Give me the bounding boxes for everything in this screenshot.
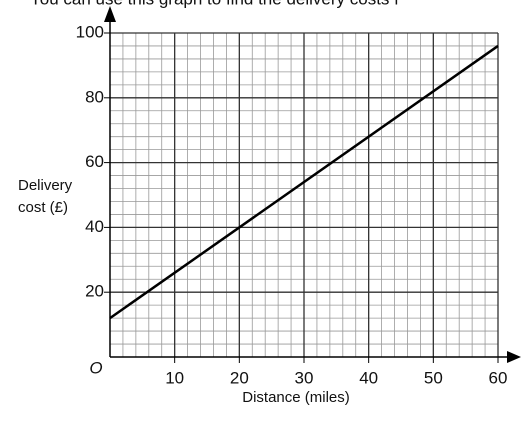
x-tick-label: 40: [359, 368, 378, 387]
x-axis-arrow: [507, 351, 521, 363]
y-tick-label: 40: [85, 217, 104, 236]
y-tick-label: 100: [76, 22, 104, 41]
x-tick-label: 10: [165, 368, 184, 387]
origin-label: O: [89, 358, 102, 377]
y-tick-label: 60: [85, 152, 104, 171]
x-tick-label: 50: [424, 368, 443, 387]
x-axis-label: Distance (miles): [242, 389, 350, 406]
y-tick-label: 20: [85, 282, 104, 301]
y-axis-arrow: [104, 6, 116, 22]
x-tick-label: 60: [489, 368, 508, 387]
x-tick-label: 30: [295, 368, 314, 387]
y-tick-label: 80: [85, 87, 104, 106]
x-tick-label: 20: [230, 368, 249, 387]
data-line: [109, 44, 499, 320]
chart-title: You can use this graph to find the deliv…: [30, 0, 399, 8]
y-axis-label: Delivery: [18, 177, 73, 194]
y-axis-label: cost (£): [18, 199, 68, 216]
